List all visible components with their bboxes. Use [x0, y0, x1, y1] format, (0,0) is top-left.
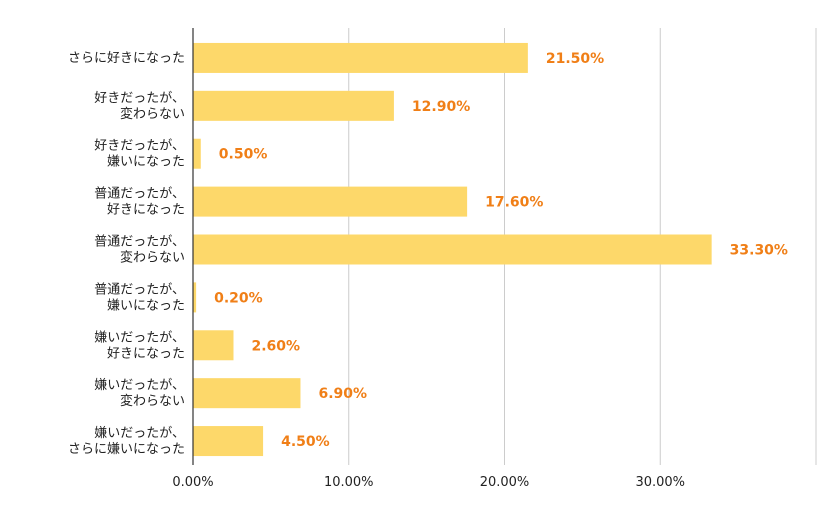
- category-label-2-line-0: 好きだったが、: [94, 139, 185, 154]
- value-label-5: 0.20%: [214, 290, 263, 306]
- category-label-6-line-0: 嫌いだったが、: [94, 330, 185, 345]
- value-label-6: 2.60%: [251, 338, 300, 354]
- category-label-4-line-0: 普通だったが、: [94, 235, 185, 250]
- bar-5: [193, 282, 197, 313]
- value-label-8: 4.50%: [281, 434, 330, 450]
- category-label-0: さらに好きになった: [68, 51, 185, 66]
- value-label-2: 0.50%: [219, 147, 268, 163]
- category-label-8-line-0: 嫌いだったが、: [94, 426, 185, 441]
- bar-4: [193, 234, 712, 265]
- category-label-3-line-1: 好きになった: [107, 203, 185, 218]
- category-label-6: 嫌いだったが、好きになった: [94, 330, 185, 361]
- category-label-5-line-1: 嫌いになった: [107, 298, 185, 313]
- value-label-1: 12.90%: [412, 99, 470, 115]
- x-tick-label-3: 30.00%: [635, 475, 685, 490]
- category-label-5: 普通だったが、嫌いになった: [94, 282, 185, 313]
- x-tick-label-0: 0.00%: [172, 475, 213, 490]
- category-label-7-line-0: 嫌いだったが、: [94, 378, 185, 393]
- category-label-7: 嫌いだったが、変わらない: [94, 378, 185, 409]
- category-label-1: 好きだったが、変わらない: [94, 91, 185, 122]
- bar-1: [193, 90, 394, 121]
- category-label-7-line-1: 変わらない: [120, 393, 185, 409]
- category-label-1-line-0: 好きだったが、: [94, 91, 185, 106]
- category-label-4-line-1: 変わらない: [120, 250, 185, 266]
- category-label-8: 嫌いだったが、さらに嫌いになった: [68, 426, 185, 457]
- category-label-2-line-1: 嫌いになった: [107, 155, 185, 170]
- category-label-6-line-1: 好きになった: [107, 346, 185, 361]
- x-tick-label-2: 20.00%: [480, 475, 530, 490]
- value-label-7: 6.90%: [318, 386, 367, 402]
- category-label-5-line-0: 普通だったが、: [94, 282, 185, 297]
- category-label-8-line-1: さらに嫌いになった: [68, 442, 185, 457]
- category-label-3: 普通だったが、好きになった: [94, 187, 185, 218]
- bar-3: [193, 186, 468, 217]
- value-label-3: 17.60%: [485, 195, 543, 211]
- category-label-1-line-1: 変わらない: [120, 106, 185, 122]
- x-tick-label-1: 10.00%: [324, 475, 374, 490]
- category-label-0-line-0: さらに好きになった: [68, 51, 185, 66]
- bar-8: [193, 426, 264, 457]
- category-label-2: 好きだったが、嫌いになった: [94, 139, 185, 170]
- bar-7: [193, 378, 301, 409]
- bar-2: [193, 138, 201, 169]
- category-label-3-line-0: 普通だったが、: [94, 187, 185, 202]
- bar-0: [193, 42, 528, 73]
- value-label-0: 21.50%: [546, 51, 604, 67]
- labels: 21.50%さらに好きになった12.90%好きだったが、変わらない0.50%好き…: [68, 51, 788, 490]
- bar-6: [193, 330, 234, 361]
- value-label-4: 33.30%: [730, 243, 788, 259]
- category-label-4: 普通だったが、変わらない: [94, 235, 185, 266]
- bars: [193, 42, 712, 457]
